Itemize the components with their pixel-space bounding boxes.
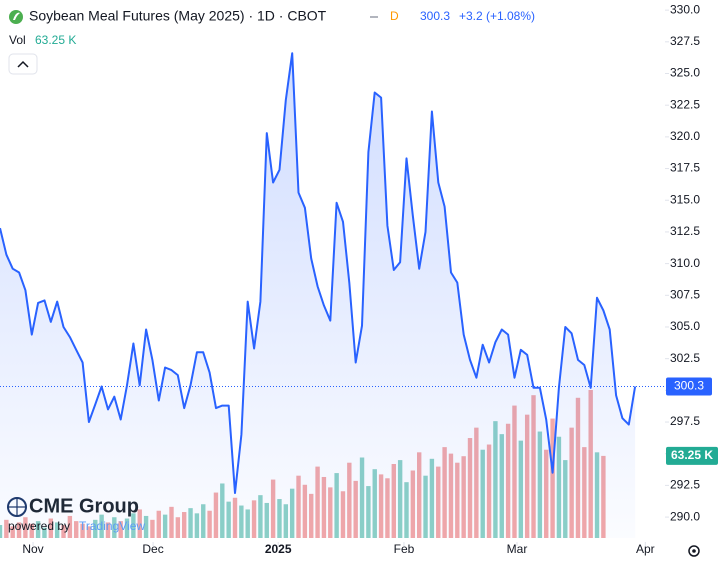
settings-icon-center: [692, 549, 696, 553]
collapse-button[interactable]: [8, 53, 38, 75]
last-price-box: [666, 377, 712, 396]
y-tick-label: 307.5: [670, 287, 700, 301]
x-tick-label: Dec: [142, 542, 163, 556]
y-tick-label: 305.0: [670, 319, 700, 333]
y-tick-label: 320.0: [670, 129, 700, 143]
y-tick-label: 327.5: [670, 34, 700, 48]
y-tick-label: 312.5: [670, 224, 700, 238]
powered-by: powered by: [8, 519, 70, 533]
volume-box: [666, 446, 718, 465]
x-tick-label: Feb: [394, 542, 415, 556]
x-tick-label: Nov: [22, 542, 43, 556]
symbol-icon-leaf: [13, 12, 20, 20]
x-tick-label: Mar: [507, 542, 528, 556]
last-price-label: 300.3: [674, 379, 704, 393]
chart-title: Soybean Meal Futures (May 2025) · 1D · C…: [29, 8, 327, 24]
price-line: [0, 52, 637, 494]
interval-badge: D: [390, 9, 399, 23]
y-tick-label: 302.5: [670, 351, 700, 365]
price-change: +3.2: [459, 9, 483, 23]
volume-axis-label: 63.25 K: [671, 448, 713, 462]
volume-value: 63.25 K: [35, 33, 76, 47]
plot: [0, 52, 665, 538]
y-tick-label: 292.5: [670, 478, 700, 492]
price-area: [0, 53, 636, 538]
y-tick-label: 290.0: [670, 509, 700, 523]
last-price: 300.3: [420, 9, 450, 23]
x-tick-label: 2025: [265, 542, 292, 556]
y-tick-label: 322.5: [670, 97, 700, 111]
tradingview: TradingView: [79, 519, 145, 533]
y-tick-label: 315.0: [670, 192, 700, 206]
y-tick-label: 297.5: [670, 414, 700, 428]
y-tick-label: 317.5: [670, 161, 700, 175]
price-change-pct: (+1.08%): [486, 9, 535, 23]
cme-logo-grid: [8, 498, 26, 516]
settings-icon[interactable]: [688, 545, 700, 557]
collapse-icon: [17, 60, 29, 68]
volume-title: Vol: [9, 33, 26, 47]
x-tick-label: Apr: [636, 542, 655, 556]
y-tick-label: 310.0: [670, 256, 700, 270]
cme-logo: CME Group: [29, 495, 139, 517]
y-tick-label: 330.0: [670, 2, 700, 16]
y-tick-label: 325.0: [670, 66, 700, 80]
